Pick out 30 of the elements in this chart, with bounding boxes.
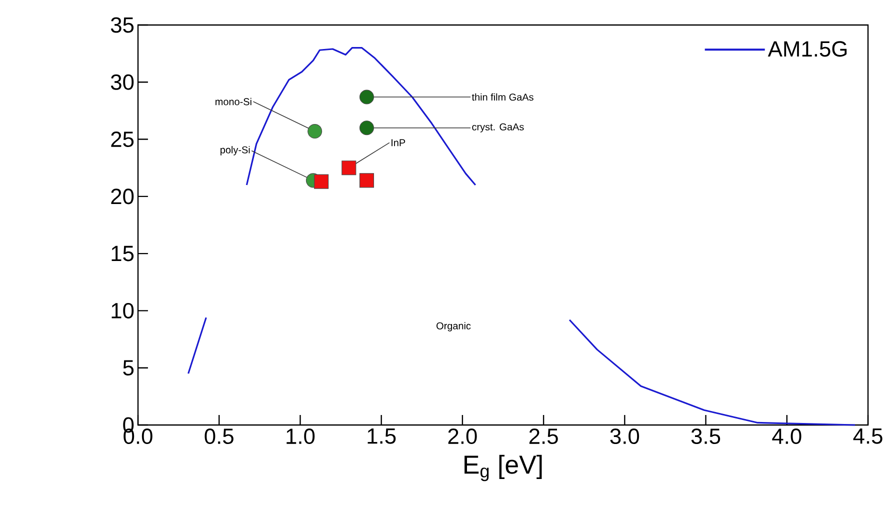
- point: [308, 124, 322, 139]
- annotation: thin film GaAs: [472, 93, 534, 101]
- legend-label: AM1.5G: [768, 41, 847, 57]
- x-tick-label: 4.5: [853, 428, 882, 444]
- x-tick-label: 3.5: [691, 428, 720, 444]
- y-tick-label: 15: [112, 246, 134, 262]
- x-tick-label: 2.0: [448, 428, 477, 444]
- y-tick-label: 35: [110, 17, 134, 33]
- x-tick-label: 1.0: [286, 428, 315, 444]
- y-tick-label: 20: [111, 188, 134, 204]
- y-tick-label: 25: [111, 132, 134, 148]
- point: [359, 173, 374, 188]
- x-tick-label: 1.5: [368, 428, 396, 444]
- x-tick-label: 0.5: [204, 428, 234, 444]
- point: [359, 120, 374, 136]
- x-axis-title: E$_{g}$ [eV]: [464, 454, 542, 482]
- annotation: poly-Si: [220, 146, 250, 156]
- point: [359, 90, 374, 104]
- annotation: cryst. GaAs: [472, 123, 524, 132]
- x-tick-label: 4.0: [772, 428, 802, 444]
- y-tick-label: 30: [110, 74, 134, 90]
- annotation: Organic: [436, 322, 471, 332]
- annotation: mono-Si: [216, 98, 252, 106]
- annotation: InP: [392, 139, 406, 146]
- point: [314, 174, 329, 189]
- y-tick-label: 5: [123, 360, 134, 376]
- y-tick-label: 10: [112, 302, 134, 318]
- x-tick-label: 3.0: [610, 428, 640, 444]
- point: [342, 160, 356, 176]
- x-tick-label: 2.5: [529, 428, 558, 444]
